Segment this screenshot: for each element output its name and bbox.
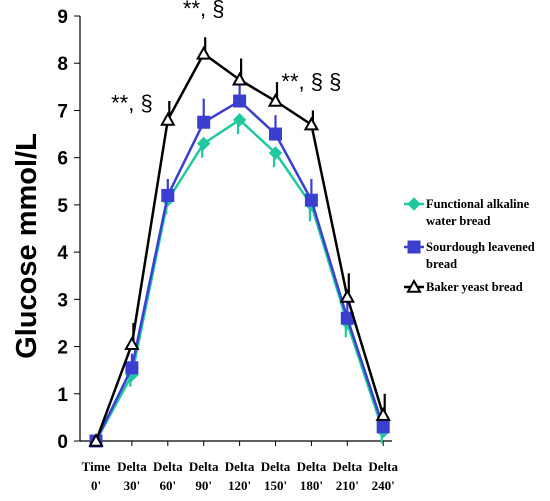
- legend-swatch-marker: [406, 278, 422, 293]
- data-point: [197, 115, 211, 129]
- data-point: [268, 146, 283, 160]
- x-tick-label-line2: 30': [124, 478, 141, 493]
- legend-swatch-marker: [407, 197, 421, 211]
- legend-label: Sourdough leavened: [426, 240, 535, 254]
- annotations: **, § **, § **, § §: [111, 0, 341, 115]
- legend-label: Baker yeast bread: [426, 280, 523, 294]
- y-tick-label: 2: [57, 338, 68, 359]
- y-tick-label: 6: [57, 149, 68, 170]
- data-point: [233, 94, 247, 108]
- x-tick-label-line1: Time: [82, 459, 111, 474]
- legend-item-0: Functional alkaline water bread: [404, 197, 530, 228]
- y-tick-label: 4: [57, 243, 68, 264]
- data-point: [231, 71, 248, 86]
- series-1: [89, 82, 390, 448]
- x-tick-label-line2: 60': [159, 478, 176, 493]
- y-tick-label: 3: [57, 290, 68, 311]
- data-point: [160, 111, 176, 126]
- x-tick-label-line2: 180': [300, 478, 323, 493]
- legend-label: bread: [426, 257, 457, 271]
- data-point: [304, 193, 318, 207]
- legend-item-2: Baker yeast bread: [404, 278, 523, 294]
- x-tick-label-line2: 90': [195, 478, 212, 493]
- data-point: [124, 336, 140, 350]
- significance-annotation: **, §: [183, 0, 225, 21]
- data-point: [196, 136, 211, 151]
- data-point: [339, 288, 355, 303]
- data-point: [376, 420, 390, 434]
- x-tick-label-line1: Delta: [297, 459, 327, 474]
- significance-annotation: **, §: [111, 90, 153, 115]
- x-tick-label-line2: 0': [91, 478, 101, 493]
- x-tick-label-line1: Delta: [117, 459, 147, 474]
- legend: Functional alkaline water bread Sourdough …: [404, 197, 535, 294]
- data-point: [303, 116, 320, 131]
- y-tick-label: 1: [57, 385, 68, 406]
- data-point: [196, 45, 212, 60]
- data-point: [269, 127, 282, 141]
- x-tick-label-line1: Delta: [225, 459, 255, 474]
- legend-item-1: Sourdough leavened bread: [404, 240, 535, 271]
- y-tick-label: 0: [57, 432, 68, 453]
- y-axis-label: Glucose mmol/L: [11, 133, 43, 359]
- x-axis-ticks: Time 0' Delta 30' Delta 60' Delta 90' Delta 120' D…: [82, 441, 398, 493]
- data-point: [267, 92, 284, 107]
- legend-label: water bread: [426, 214, 491, 228]
- legend-label: Functional alkaline: [426, 197, 530, 211]
- data-point: [125, 361, 139, 375]
- significance-annotation: **, § §: [281, 69, 341, 94]
- x-tick-label-line1: Delta: [332, 459, 362, 474]
- x-tick-label-line2: 240': [372, 478, 395, 493]
- series-layer: [88, 37, 391, 448]
- data-point: [375, 406, 391, 421]
- x-tick-label-line1: Delta: [153, 459, 183, 474]
- y-tick-label: 9: [57, 7, 68, 28]
- x-tick-label-line2: 210': [336, 478, 359, 493]
- y-tick-label: 8: [57, 54, 68, 75]
- series-line: [94, 118, 385, 442]
- data-point: [161, 188, 175, 202]
- x-tick-label-line2: 120': [228, 478, 251, 493]
- legend-swatch-marker: [407, 240, 421, 254]
- data-point: [88, 432, 104, 447]
- data-point: [232, 113, 247, 127]
- x-tick-label-line2: 150': [264, 478, 287, 493]
- series-line: [94, 99, 385, 442]
- y-axis-ticks: 0 1 2 3 4 5 6 7 8 9: [57, 7, 80, 453]
- x-tick-label-line1: Delta: [189, 459, 219, 474]
- x-tick-label-line1: Delta: [261, 459, 291, 474]
- x-tick-label-line1: Delta: [368, 459, 398, 474]
- series-2: [88, 37, 391, 447]
- y-tick-label: 5: [57, 196, 68, 217]
- y-tick-label: 7: [57, 101, 68, 122]
